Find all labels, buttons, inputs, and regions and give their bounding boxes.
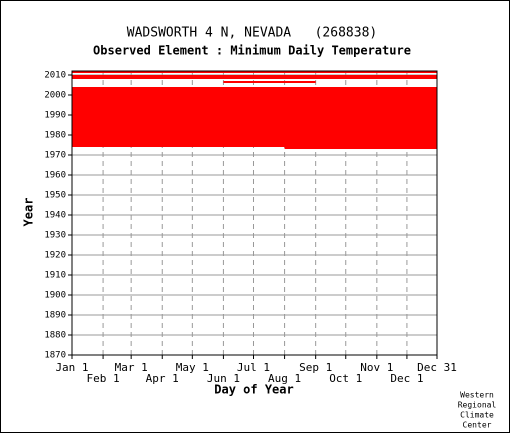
y-tick-label: 1940 <box>44 211 66 221</box>
y-tick-label: 1980 <box>44 131 66 141</box>
x-tick-label: Sep 1 <box>299 361 332 374</box>
credit: Climate <box>460 411 494 420</box>
data-row <box>72 93 437 95</box>
data-row <box>72 77 437 79</box>
y-tick-label: 1960 <box>44 171 66 181</box>
data-row <box>72 125 437 127</box>
data-row <box>72 143 437 145</box>
y-tick-label: 1890 <box>44 311 66 321</box>
x-tick-label: Dec 31 <box>417 361 457 374</box>
data-row <box>72 111 437 113</box>
data-row <box>72 107 437 109</box>
data-row <box>72 117 437 119</box>
y-tick-label: 2010 <box>44 71 66 81</box>
y-tick-label: 1910 <box>44 271 66 281</box>
x-tick-label: Nov 1 <box>360 361 393 374</box>
data-row <box>72 141 437 143</box>
y-tick-label: 1900 <box>44 291 66 301</box>
data-row <box>72 129 437 131</box>
y-tick-label: 1970 <box>44 151 66 161</box>
y-tick-label: 1870 <box>44 351 66 361</box>
x-tick-label: Jul 1 <box>237 361 270 374</box>
data-row <box>72 119 437 121</box>
data-row <box>284 147 437 149</box>
data-row <box>72 99 437 101</box>
data-row <box>72 131 437 133</box>
x-axis-label: Day of Year <box>214 383 293 397</box>
data-row <box>72 121 437 123</box>
x-tick-label: Jan 1 <box>55 361 88 374</box>
data-row <box>72 103 437 105</box>
data-row <box>72 113 437 115</box>
x-tick-label: Dec 1 <box>390 372 423 385</box>
data-row <box>72 127 437 129</box>
data-row <box>72 87 437 89</box>
data-row <box>72 115 437 117</box>
y-tick-label: 1990 <box>44 111 66 121</box>
data-row <box>72 95 437 97</box>
y-tick-label: 2000 <box>44 91 66 101</box>
x-tick-label: May 1 <box>176 361 209 374</box>
chart-title: WADSWORTH 4 N, NEVADA (268838) <box>127 26 377 41</box>
data-row <box>72 91 437 93</box>
credit: Regional <box>458 401 497 410</box>
data-row <box>72 71 437 73</box>
data-row <box>72 109 437 111</box>
x-tick-label: Oct 1 <box>329 372 362 385</box>
credit: Center <box>463 421 492 430</box>
data-row <box>72 105 437 107</box>
data-row <box>72 101 437 103</box>
data-row <box>223 81 316 83</box>
plot-frame <box>71 70 438 356</box>
data-row <box>72 97 437 99</box>
data-row <box>72 89 437 91</box>
x-tick-label: Aug 1 <box>268 372 301 385</box>
x-tick-label: Apr 1 <box>146 372 179 385</box>
data-row <box>72 137 437 139</box>
data-row <box>72 145 437 147</box>
data-row <box>72 123 437 125</box>
x-tick-label: Feb 1 <box>87 372 120 385</box>
y-tick-label: 1930 <box>44 231 66 241</box>
y-axis-label: Year <box>22 198 36 227</box>
data-row <box>72 139 437 141</box>
data-row <box>72 133 437 135</box>
x-tick-label: Mar 1 <box>115 361 148 374</box>
chart-subtitle: Observed Element : Minimum Daily Tempera… <box>93 44 411 58</box>
data-row <box>72 75 437 77</box>
credit: Western <box>460 391 494 400</box>
data-row <box>72 135 437 137</box>
x-tick-label: Jun 1 <box>207 372 240 385</box>
y-tick-label: 1920 <box>44 251 66 261</box>
y-tick-label: 1880 <box>44 331 66 341</box>
y-tick-label: 1950 <box>44 191 66 201</box>
